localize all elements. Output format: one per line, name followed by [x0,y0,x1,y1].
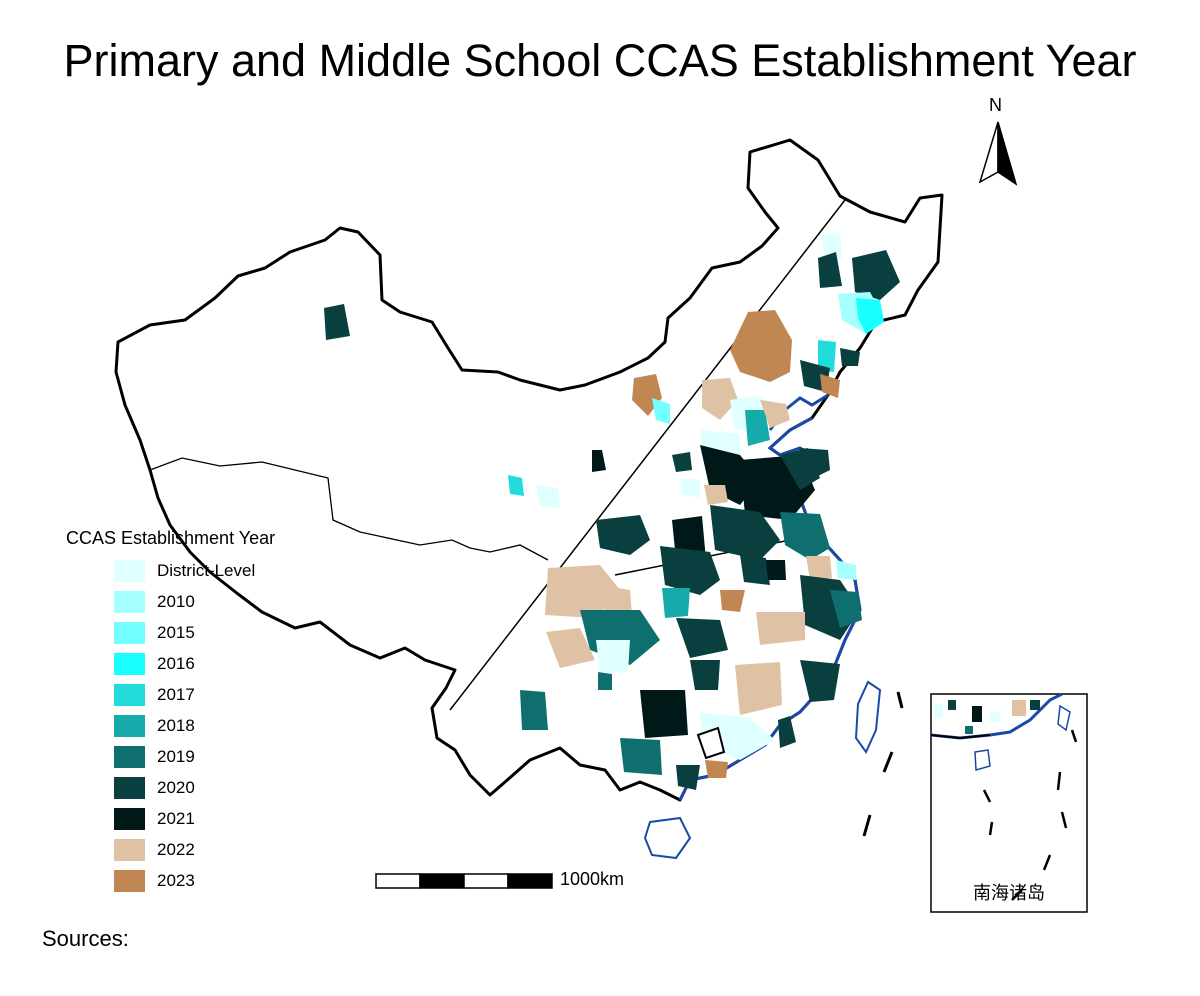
legend-item-label: 2021 [157,808,195,828]
legend-swatch [114,714,145,737]
legend-swatch [114,745,145,768]
legend-title: CCAS Establishment Year [66,528,276,548]
inset-map [930,692,1088,913]
hu-line [449,199,846,711]
legend-items: District-Level 2010 2015 2016 2017 2018 2019 20… [66,555,366,896]
legend-item-label: 2016 [157,653,195,673]
legend-item-label: 2010 [157,591,195,611]
dash-line-1 [896,691,904,709]
legend-item: 2016 [66,648,366,679]
legend-item: 2017 [66,679,366,710]
legend: CCAS Establishment Year District-Level 20… [66,528,366,896]
scale-bar-label: 1000km [560,869,625,889]
legend-item: 2020 [66,772,366,803]
legend-item-label: 2017 [157,684,195,704]
hainan-island [643,816,692,860]
legend-swatch [114,652,145,675]
legend-item: 2023 [66,865,366,896]
legend-item-label: 2015 [157,622,195,642]
north-arrow-label: N [989,95,1002,115]
legend-swatch [114,869,145,892]
legend-item: 2021 [66,803,366,834]
map-title: Primary and Middle School CCAS Establish… [63,35,1137,86]
legend-item-label: 2019 [157,746,195,766]
legend-item: 2022 [66,834,366,865]
legend-item-label: 2018 [157,715,195,735]
legend-item: District-Level [66,555,366,586]
legend-item-label: 2020 [157,777,195,797]
legend-swatch [114,807,145,830]
legend-item: 2015 [66,617,366,648]
legend-item: 2019 [66,741,366,772]
dash-line-2 [882,751,894,773]
legend-swatch [114,621,145,644]
region-fills [324,232,900,790]
legend-item: 2010 [66,586,366,617]
scale-bar [375,873,553,889]
taiwan-island [854,680,882,754]
legend-swatch [114,776,145,799]
internal-border [149,457,549,561]
legend-item-label: 2022 [157,839,195,859]
legend-item-label: 2023 [157,870,195,890]
legend-item-label: District-Level [157,560,256,580]
inset-label: 南海诸岛 [973,883,1045,903]
dash-line-3 [862,814,872,837]
north-arrow [978,121,1018,186]
legend-item: 2018 [66,710,366,741]
legend-swatch [114,683,145,706]
legend-swatch [114,559,145,582]
legend-swatch [114,590,145,613]
region-outline [696,726,726,760]
sources-label: Sources: [42,926,129,951]
legend-swatch [114,838,145,861]
